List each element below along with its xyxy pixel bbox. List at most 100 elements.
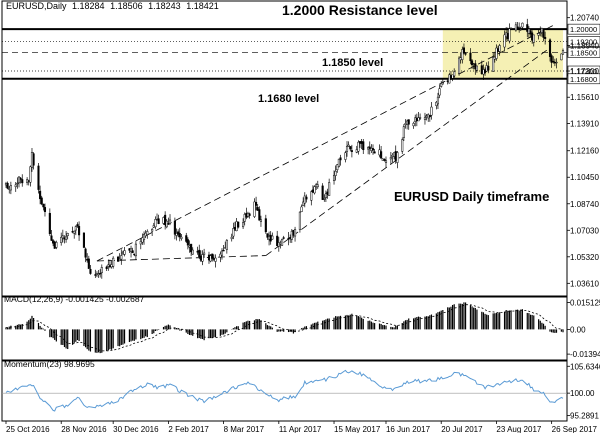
price-tick-label: 1.08740: [570, 200, 599, 209]
candle-body: [508, 28, 511, 42]
level-tag-box: [567, 36, 600, 47]
candle-body: [232, 228, 235, 237]
macd-tick-label: 0.015125: [570, 299, 600, 308]
candle-body: [383, 158, 386, 161]
time-tick-label: 20 Jul 2017: [441, 425, 483, 433]
candle-body: [157, 218, 160, 224]
candle-body: [82, 232, 85, 248]
candle-body: [152, 225, 155, 228]
candle-body: [255, 202, 258, 206]
candle-body: [370, 148, 373, 151]
candle-body: [394, 151, 397, 161]
candle-body: [26, 179, 29, 183]
macd-panel: 0.015125 0.00 -0.01394 MACD(12,26,9) -0.00…: [1, 294, 600, 361]
candle-body: [281, 238, 284, 246]
candle-body: [203, 252, 206, 255]
candle-body: [402, 126, 405, 138]
price-tick-label: 1.18940: [570, 42, 599, 51]
candlesticks: [4, 18, 565, 279]
candle-body: [355, 149, 358, 153]
candle-body: [188, 245, 191, 248]
candle-body: [198, 249, 201, 258]
candle-body: [527, 28, 530, 34]
candle-body: [131, 250, 134, 253]
candle-body: [560, 53, 563, 61]
candle-body: [362, 141, 365, 151]
candle-body: [287, 237, 290, 240]
channel-lines: [96, 24, 556, 262]
candle-body: [459, 57, 462, 61]
candle-body: [268, 236, 271, 240]
header-close: 1.18421: [186, 1, 219, 11]
candle-body: [243, 214, 246, 222]
timeframe-annotation: EURUSD Daily timeframe: [394, 189, 549, 204]
candle-body: [298, 211, 301, 230]
candle-body: [544, 36, 547, 39]
level-tag-box: [567, 47, 600, 58]
momentum-panel: 105.6346 100.00 95.2891 Momentum(23) 98.96…: [1, 359, 600, 422]
candle-body: [37, 165, 40, 190]
candle-body: [337, 158, 340, 167]
candle-body: [65, 236, 68, 240]
candle-body: [8, 188, 11, 190]
time-tick-label: 15 May 2017: [334, 425, 381, 433]
candle-body: [555, 61, 558, 64]
candle-body: [482, 69, 485, 75]
time-tick-label: 8 Mar 2017: [224, 425, 265, 433]
candle-body: [464, 53, 467, 55]
time-tick-label: 16 Jun 2017: [386, 425, 431, 433]
candle-body: [436, 96, 440, 105]
candle-body: [219, 253, 222, 258]
candle-body: [425, 115, 428, 117]
candle-body: [414, 117, 417, 122]
candle-body: [164, 214, 167, 226]
candle-body: [462, 47, 465, 54]
level-tag-label: 1.20000: [570, 25, 597, 34]
price-panel-frame: [1, 0, 568, 297]
channel-line: [96, 24, 556, 262]
macd-tick-label: -0.01394: [570, 350, 600, 359]
candle-body: [29, 166, 32, 183]
candle-body: [542, 29, 545, 38]
macd-panel-frame: [1, 296, 568, 361]
candle-body: [30, 151, 34, 168]
candle-body: [84, 248, 87, 258]
candle-body: [199, 255, 202, 261]
candle-body: [95, 273, 98, 276]
price-tick-label: 1.12160: [570, 147, 599, 156]
candle-body: [537, 33, 540, 36]
momentum-tick-label: 100.00: [570, 389, 595, 398]
candle-body: [264, 218, 267, 233]
candle-body: [326, 191, 329, 195]
candle-body: [440, 83, 443, 87]
candle-body: [233, 226, 237, 230]
candle-body: [290, 230, 293, 240]
candle-body: [177, 231, 180, 235]
candle-body: [347, 144, 350, 147]
candle-body: [316, 184, 319, 188]
candle-body: [6, 182, 9, 189]
candle-body: [61, 235, 64, 239]
candle-body: [441, 82, 444, 85]
candle-body: [271, 235, 274, 240]
candle-body: [207, 254, 211, 261]
candle-body: [180, 236, 183, 239]
candle-body: [225, 240, 228, 250]
candle-body: [438, 88, 441, 96]
candle-body: [165, 220, 168, 228]
candle-body: [167, 223, 170, 225]
candle-body: [427, 114, 430, 119]
candle-body: [471, 60, 474, 66]
channel-line: [96, 255, 266, 262]
candle-body: [378, 149, 381, 156]
price-tick-label: 1.20740: [570, 14, 599, 23]
candle-body: [87, 258, 90, 269]
candle-body: [531, 32, 534, 41]
price-tick-label: 1.07030: [570, 226, 599, 235]
price-tick-label: 1.10450: [570, 173, 599, 182]
candle-body: [230, 236, 233, 240]
candle-body: [453, 71, 456, 77]
price-tick-label: 1.13910: [570, 120, 599, 129]
candle-body: [532, 34, 535, 43]
